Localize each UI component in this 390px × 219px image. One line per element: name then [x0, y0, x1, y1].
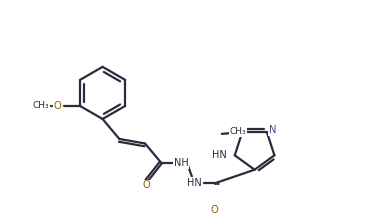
- Text: NH: NH: [174, 158, 189, 168]
- Text: O: O: [143, 180, 151, 191]
- Text: CH₃: CH₃: [230, 127, 246, 136]
- Text: HN: HN: [187, 178, 202, 188]
- Text: O: O: [211, 205, 219, 215]
- Text: CH₃: CH₃: [33, 101, 50, 110]
- Text: HN: HN: [212, 150, 227, 160]
- Text: N: N: [269, 125, 277, 135]
- Text: O: O: [54, 101, 62, 111]
